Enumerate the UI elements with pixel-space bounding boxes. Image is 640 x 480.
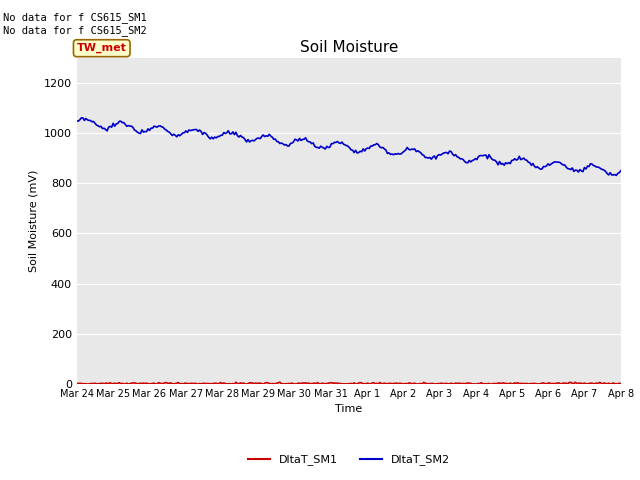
Title: Soil Moisture: Soil Moisture [300, 40, 398, 55]
X-axis label: Time: Time [335, 405, 362, 414]
Text: No data for f CS615_SM2: No data for f CS615_SM2 [3, 25, 147, 36]
Text: TW_met: TW_met [77, 43, 127, 53]
Y-axis label: Soil Moisture (mV): Soil Moisture (mV) [28, 169, 38, 272]
Legend: DltaT_SM1, DltaT_SM2: DltaT_SM1, DltaT_SM2 [243, 450, 454, 470]
Text: No data for f CS615_SM1: No data for f CS615_SM1 [3, 12, 147, 23]
